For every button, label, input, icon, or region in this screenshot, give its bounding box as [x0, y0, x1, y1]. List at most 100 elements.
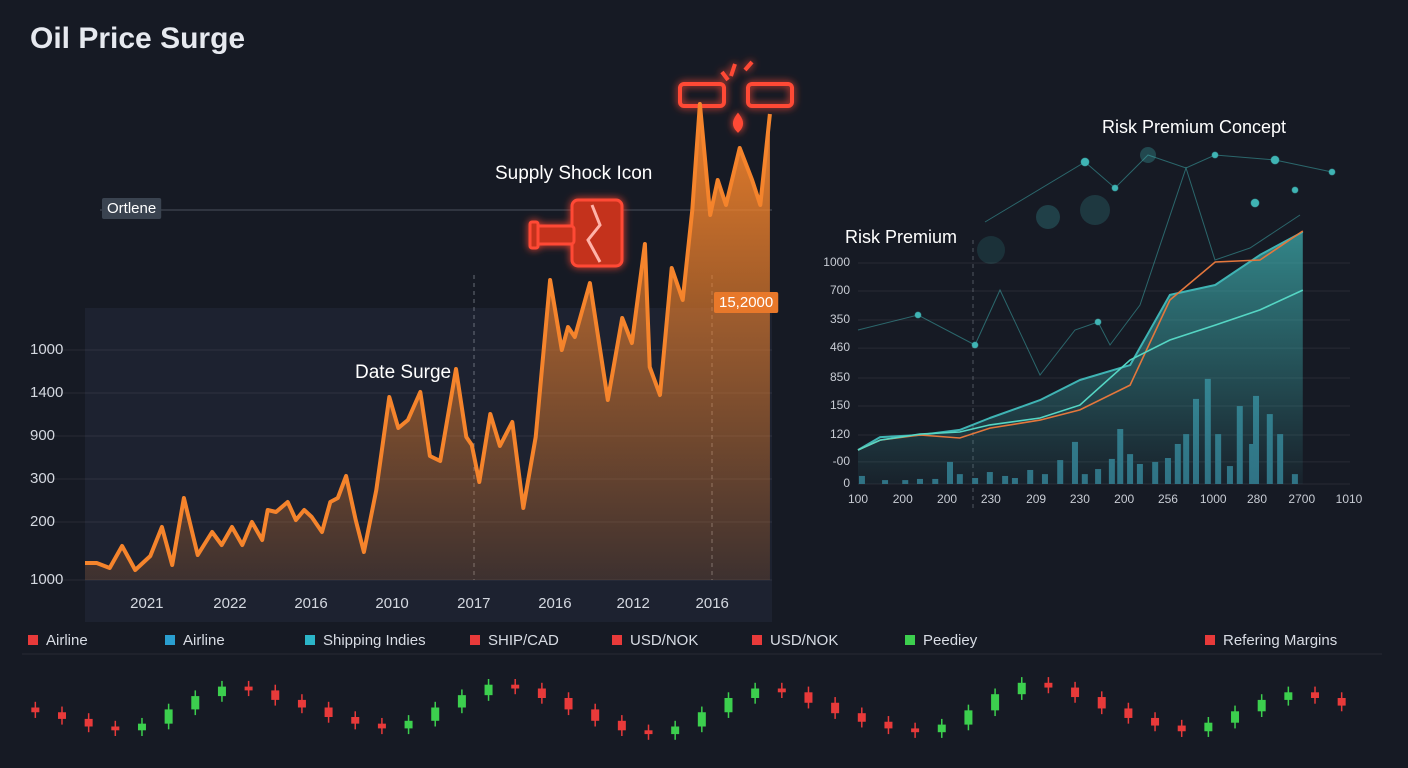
candle-body	[377, 723, 386, 729]
candle-body	[457, 695, 466, 708]
candle-body	[31, 707, 40, 713]
line	[857, 289, 1304, 451]
annotation: Risk Premium Concept	[1102, 117, 1286, 137]
legend-swatch	[905, 635, 915, 645]
candle-body	[911, 728, 920, 733]
x-tick-label: 2021	[130, 595, 163, 612]
candle-body	[884, 721, 893, 729]
legend-swatch	[165, 635, 175, 645]
candle-body	[564, 698, 573, 710]
network-decoration	[857, 147, 1336, 376]
y-tick-label: 300	[30, 470, 55, 487]
area-fill	[85, 104, 770, 580]
area-fill	[858, 231, 1303, 484]
x-tick-label: 200	[1114, 492, 1134, 506]
legend-label: SHIP/CAD	[488, 632, 559, 649]
broken-pipe-icon	[678, 60, 794, 133]
x-tick-label: 1000	[1200, 492, 1227, 506]
x-tick-label: 2016	[294, 595, 327, 612]
x-tick-label: 100	[848, 492, 868, 506]
legend-swatch	[752, 635, 762, 645]
legend-label: Airline	[46, 632, 88, 649]
x-tick-label: 1010	[1336, 492, 1363, 506]
candle-body	[404, 720, 413, 729]
y-tick-label: 200	[30, 513, 55, 530]
y-tick-label: 1000	[30, 571, 63, 588]
candle-body	[671, 726, 680, 735]
x-tick-label: 256	[1158, 492, 1178, 506]
candle-body	[617, 720, 626, 731]
candle-body	[244, 686, 253, 691]
candle-body	[804, 692, 813, 703]
x-tick-label: 2700	[1288, 492, 1315, 506]
y-tick-label: 900	[30, 427, 55, 444]
page-title: Oil Price Surge	[30, 22, 245, 55]
candle-body	[697, 712, 706, 727]
candle-body	[644, 730, 653, 735]
legend-label: USD/NOK	[770, 632, 838, 649]
x-tick-label: 200	[893, 492, 913, 506]
y-tick-label: 150	[830, 398, 850, 412]
annotation: Date Surge	[355, 362, 451, 383]
candle-body	[84, 718, 93, 727]
candle-body	[591, 709, 600, 721]
x-tick-label: 2017	[457, 595, 490, 612]
candle-body	[537, 688, 546, 698]
candle-body	[297, 699, 306, 708]
candle-body	[1071, 687, 1080, 698]
candle-body	[1151, 717, 1160, 726]
x-tick-label: 2016	[696, 595, 729, 612]
legend-label: Peediey	[923, 632, 978, 649]
candle-body	[857, 713, 866, 722]
legend-label: Airline	[183, 632, 225, 649]
x-tick-label: 2010	[375, 595, 408, 612]
annotation: Supply Shock Icon	[495, 163, 652, 184]
candle-body	[57, 712, 66, 719]
candle-body	[111, 726, 120, 731]
candle-body	[991, 694, 1000, 711]
candle-body	[271, 690, 280, 700]
x-tick-label: 200	[937, 492, 957, 506]
x-tick-label: 230	[1070, 492, 1090, 506]
candle-body	[1257, 699, 1266, 712]
candle-body	[1097, 697, 1106, 709]
annotation: 15,2000	[719, 294, 773, 311]
candle-body	[1017, 682, 1026, 695]
supply-shock-icon	[528, 198, 624, 268]
legend-swatch	[1205, 635, 1215, 645]
line	[85, 102, 772, 572]
candle-body	[1311, 692, 1320, 698]
candle-body	[484, 684, 493, 696]
x-tick-label: 230	[981, 492, 1001, 506]
candle-body	[964, 710, 973, 725]
candle-body	[1124, 708, 1133, 718]
y-tick-label: 1000	[823, 255, 850, 269]
y-tick-label: 120	[830, 427, 850, 441]
candle-body	[1044, 682, 1053, 688]
candle-body	[324, 707, 333, 717]
annotation-box	[102, 197, 162, 219]
annotation: Risk Premium	[845, 227, 957, 247]
candle-body	[1284, 692, 1293, 700]
candle-body	[724, 698, 733, 713]
x-tick-label: 2016	[538, 595, 571, 612]
candle-body	[1231, 711, 1240, 723]
legend-swatch	[305, 635, 315, 645]
candle-body	[1204, 722, 1213, 732]
x-tick-label: 2012	[617, 595, 650, 612]
candle-body	[137, 723, 146, 731]
y-tick-label: -00	[833, 454, 851, 468]
legend-swatch	[612, 635, 622, 645]
candle-body	[1177, 725, 1186, 732]
legend-swatch	[28, 635, 38, 645]
legend-label: Shipping Indies	[323, 632, 426, 649]
annotation-box	[714, 291, 779, 313]
candle-body	[217, 686, 226, 697]
legend-label: USD/NOK	[630, 632, 698, 649]
candle-body	[164, 709, 173, 724]
y-tick-label: 1000	[30, 341, 63, 358]
y-tick-label: 350	[830, 312, 850, 326]
legend-swatch	[470, 635, 480, 645]
y-tick-label: 700	[830, 283, 850, 297]
